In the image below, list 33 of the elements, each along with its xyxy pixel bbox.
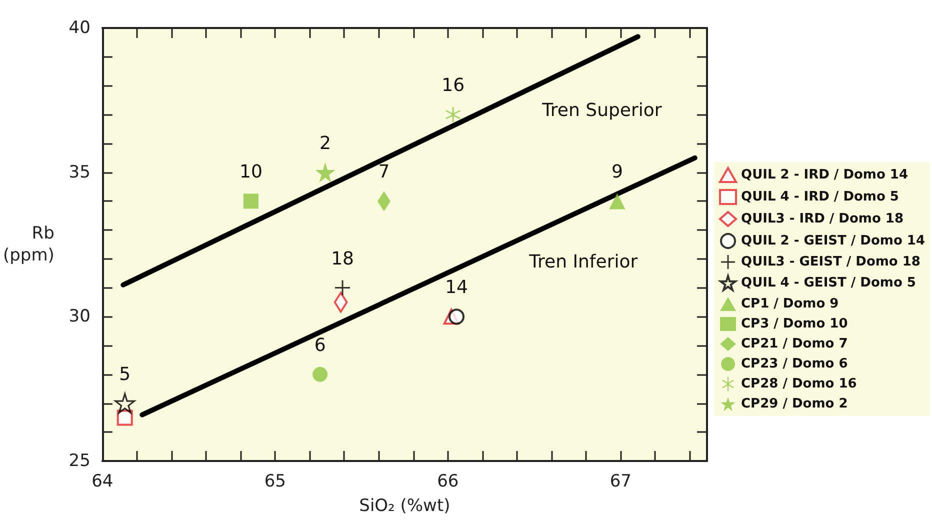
x-tick-label: 66 [437,472,459,492]
annotation: 16 [442,75,465,96]
legend-label: QUIL 4 - GEIST / Domo 5 [741,276,916,290]
annotation: 5 [119,364,131,385]
x-tick-label: 65 [264,472,286,492]
legend-label: CP3 / Domo 10 [741,316,848,332]
annotation: 14 [445,277,468,298]
y-axis-title: Rb (ppm) [2,224,54,266]
legend-label: CP29 / Domo 2 [741,396,848,412]
x-tick-label: 67 [610,472,632,492]
legend-label: QUIL 2 - IRD / Domo 14 [741,168,908,182]
y-tick-label: 30 [68,306,90,327]
legend-label: QUIL 2 - GEIST / Domo 14 [741,234,926,248]
y-tick-label: 40 [68,18,90,38]
annotation: 10 [240,162,262,183]
y-tick-label: 25 [68,451,90,471]
annotation: 7 [378,162,390,183]
annotation: 9 [611,162,623,183]
legend-label: QUIL 4 - IRD / Domo 5 [741,190,899,204]
x-axis-title: SiO₂ (%wt) [359,496,450,516]
x-tick-label: 64 [92,472,114,492]
y-tick-label: 35 [68,162,90,182]
annotation: 18 [331,248,354,270]
annotation: Tren Superior [541,100,662,121]
legend-label: QUIL3 - IRD / Domo 18 [741,212,904,226]
legend-label: CP1 / Domo 9 [741,296,839,312]
annotation: Tren Inferior [528,251,638,272]
annotation: 2 [320,132,331,154]
legend-label: CP21 / Domo 7 [741,336,848,352]
legend-label: QUIL3 - GEIST / Domo 18 [741,254,920,270]
annotation: 6 [314,334,326,356]
legend-label: CP28 / Domo 16 [741,376,857,392]
legend-label: CP23 / Domo 6 [741,356,848,372]
